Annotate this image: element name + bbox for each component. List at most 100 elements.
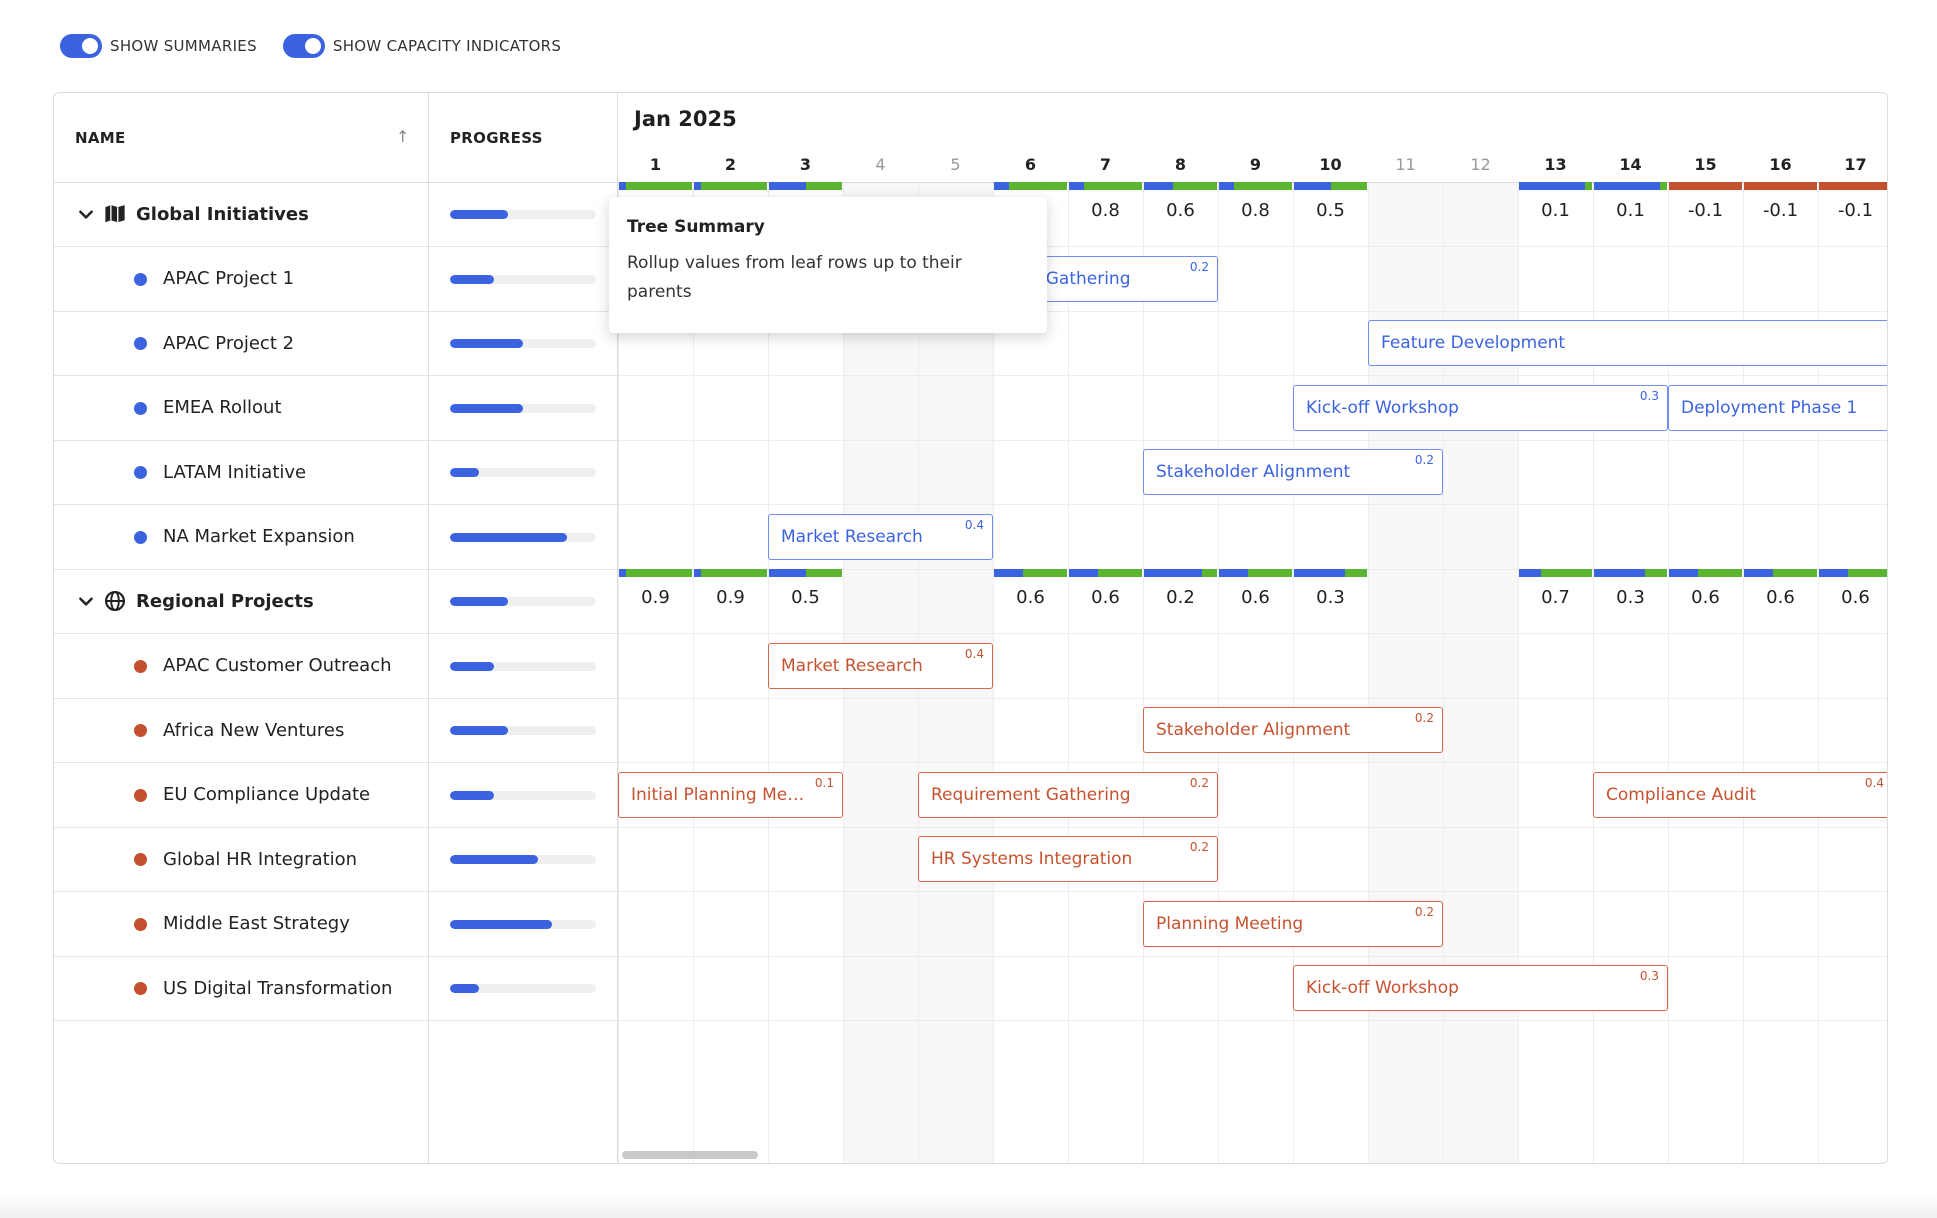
capacity-indicator (994, 182, 1067, 190)
day-label: 11 (1395, 155, 1416, 174)
task-row[interactable]: APAC Customer Outreach (54, 634, 617, 699)
sort-arrow-up-icon[interactable]: ↑ (396, 127, 410, 146)
task-row[interactable]: US Digital Transformation (54, 956, 617, 1021)
day-gridline (1293, 182, 1294, 1163)
summary-value: 0.6 (1766, 587, 1795, 608)
timeline-panel: Jan 2025 1 2 3 4 5 6 7 8 9 10 11 12 13 14 15 16 17 0.8 0.… (618, 93, 1887, 1163)
capacity-segment (626, 182, 692, 190)
toggle-switch[interactable] (282, 34, 325, 58)
horizontal-scrollbar[interactable] (622, 1151, 758, 1159)
timeline-row: Stakeholder Alignment 0.2 (618, 440, 1887, 505)
task-value: 0.3 (1639, 388, 1659, 403)
task-bar[interactable]: Kick-off Workshop 0.3 (1293, 384, 1668, 431)
group-row[interactable]: Regional Projects (54, 569, 617, 634)
progress-bar (450, 855, 596, 864)
task-bar[interactable]: Stakeholder Alignment 0.2 (1143, 707, 1443, 753)
task-bar[interactable]: HR Systems Integration 0.2 (918, 836, 1218, 882)
task-row[interactable]: EU Compliance Update (54, 763, 617, 828)
summary-value: 0.5 (791, 587, 820, 608)
capacity-segment (1083, 182, 1142, 190)
capacity-indicator (1519, 569, 1592, 577)
task-bar[interactable]: Deployment Phase 1 (1668, 384, 1887, 431)
capacity-segment (994, 182, 1009, 190)
capacity-segment (701, 182, 767, 190)
task-row[interactable]: Middle East Strategy (54, 892, 617, 957)
capacity-indicator (619, 569, 692, 577)
day-label: 17 (1844, 155, 1867, 174)
task-bar[interactable]: Market Research 0.4 (768, 642, 993, 689)
task-value: 0.4 (1864, 775, 1884, 790)
capacity-indicator (1219, 569, 1292, 577)
task-bar[interactable]: Kick-off Workshop 0.3 (1293, 965, 1668, 1011)
progress-column-header[interactable]: PROGRESS (450, 93, 543, 182)
task-row[interactable]: APAC Project 1 (54, 247, 617, 312)
status-dot (134, 272, 147, 286)
capacity-segment (1519, 569, 1541, 577)
capacity-indicator (1669, 182, 1742, 190)
capacity-segment (1219, 569, 1249, 577)
capacity-segment (1519, 182, 1585, 190)
show-capacity-toggle[interactable]: SHOW CAPACITY INDICATORS (282, 34, 562, 58)
task-row[interactable]: LATAM Initiative (54, 440, 617, 505)
toggle-label: SHOW CAPACITY INDICATORS (332, 37, 562, 55)
capacity-segment (1540, 569, 1592, 577)
day-label: 3 (799, 155, 812, 174)
row-name: Middle East Strategy (163, 913, 350, 934)
task-bar[interactable]: Feature Development (1368, 320, 1887, 366)
chevron-down-icon[interactable] (74, 202, 98, 226)
column-label: NAME (75, 128, 126, 147)
capacity-segment (1698, 569, 1742, 577)
day-label: 16 (1769, 155, 1792, 174)
capacity-segment (1144, 569, 1203, 577)
row-name: APAC Project 2 (163, 332, 295, 354)
task-bar[interactable]: Compliance Audit 0.4 (1593, 771, 1887, 818)
column-divider[interactable] (428, 93, 429, 1163)
task-row[interactable]: EMEA Rollout (54, 376, 617, 441)
timeline-row: Planning Meeting 0.2 (618, 892, 1887, 957)
show-summaries-toggle[interactable]: SHOW SUMMARIES (60, 34, 257, 58)
capacity-segment (1294, 182, 1331, 190)
task-bar[interactable]: Initial Planning Meeting 0.1 (618, 771, 843, 818)
task-value: 0.1 (814, 775, 834, 790)
summary-value: 0.1 (1616, 200, 1645, 221)
globe-icon (104, 590, 126, 612)
capacity-indicator (769, 182, 842, 190)
capacity-segment (626, 569, 692, 577)
task-row[interactable]: Africa New Ventures (54, 698, 617, 763)
day-label: 1 (649, 155, 662, 174)
tooltip-title: Tree Summary (627, 217, 765, 237)
task-row[interactable]: APAC Project 2 (54, 311, 617, 376)
summary-value: 0.9 (641, 587, 670, 608)
capacity-segment (1594, 182, 1660, 190)
capacity-segment (1659, 182, 1667, 190)
progress-fill (450, 726, 509, 735)
progress-bar (450, 984, 596, 993)
task-value: 0.3 (1639, 969, 1659, 983)
status-dot (134, 466, 147, 479)
summary-value: 0.9 (716, 587, 745, 608)
timeline-header: Jan 2025 1 2 3 4 5 6 7 8 9 10 11 12 13 14 15 16 17 (618, 93, 1887, 183)
summary-value: 0.2 (1166, 587, 1195, 608)
task-value: 0.2 (1189, 259, 1209, 274)
day-label: 9 (1249, 155, 1262, 174)
task-bar[interactable]: Planning Meeting 0.2 (1143, 900, 1443, 947)
summary-row: 0.8 0.6 0.8 0.5 0.1 0.1 -0.1 -0.1 -0.1 (618, 182, 1887, 247)
timeline-row: Market Research 0.4 (618, 505, 1887, 570)
chevron-down-icon[interactable] (74, 589, 98, 613)
task-bar[interactable]: Market Research 0.4 (768, 513, 993, 560)
progress-fill (450, 339, 523, 348)
summary-value: 0.3 (1616, 587, 1645, 608)
toggle-switch[interactable] (60, 34, 102, 58)
toggle-label: SHOW SUMMARIES (110, 37, 257, 55)
summary-value: 0.3 (1316, 587, 1345, 608)
task-row[interactable]: Global HR Integration (54, 827, 617, 892)
task-label: Kick-off Workshop (1306, 397, 1459, 418)
capacity-indicator (1294, 569, 1367, 577)
task-bar[interactable]: Stakeholder Alignment 0.2 (1143, 449, 1443, 495)
task-row[interactable]: NA Market Expansion (54, 505, 617, 570)
group-row[interactable]: Global Initiatives (54, 182, 617, 247)
capacity-segment (1744, 182, 1817, 190)
name-column-header[interactable]: NAME (75, 93, 415, 182)
capacity-indicator (1069, 182, 1142, 190)
task-bar[interactable]: Requirement Gathering 0.2 (918, 771, 1218, 818)
